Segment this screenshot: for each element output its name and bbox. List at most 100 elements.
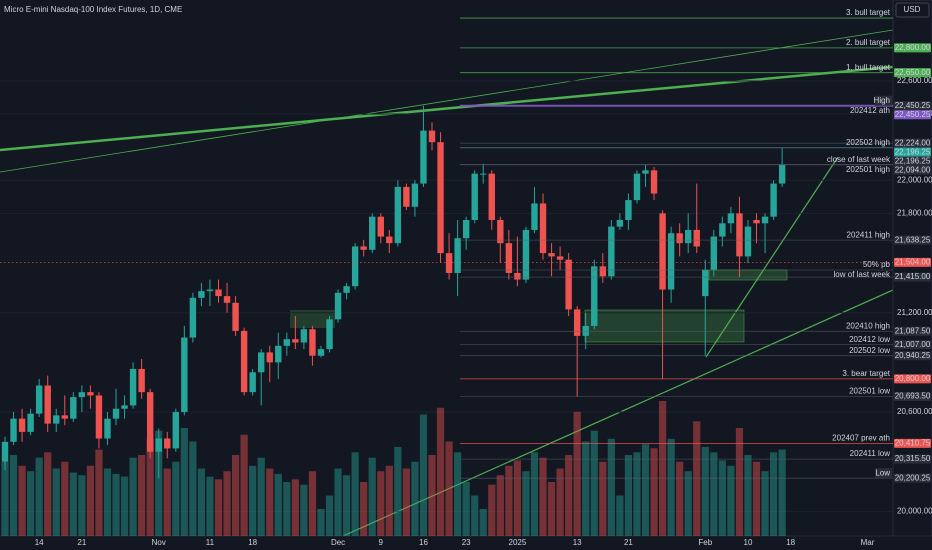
candle-body — [360, 246, 367, 250]
candle-body — [377, 216, 384, 237]
volume-bar — [44, 452, 52, 536]
level-name: 202412 low — [849, 335, 890, 344]
volume-bar — [684, 471, 692, 536]
volume-bar — [214, 479, 223, 536]
volume-bar — [761, 471, 769, 536]
volume-bar — [710, 452, 718, 536]
candle-body — [249, 372, 256, 393]
candle-body — [753, 219, 760, 224]
candle-body — [53, 415, 60, 424]
candle-body — [761, 216, 769, 224]
candle-body — [599, 266, 606, 277]
candle-body — [146, 392, 154, 452]
candle-body — [719, 223, 726, 237]
price-tag — [894, 110, 931, 120]
candle-body — [710, 236, 718, 270]
x-tick-label: Dec — [331, 538, 345, 547]
candle-body — [172, 412, 179, 449]
level-name: 3. bull target — [846, 8, 891, 17]
candle-body — [129, 368, 137, 406]
candle-body — [633, 173, 641, 201]
price-tag-label: 22,196.25 — [895, 147, 931, 156]
y-tick-label: 22,000.00 — [897, 175, 932, 184]
candle-body — [189, 297, 197, 338]
volume-bar — [436, 407, 445, 536]
candle-body — [667, 233, 675, 290]
volume-bar — [419, 414, 428, 536]
candle-body — [480, 173, 487, 175]
volume-bar — [479, 509, 487, 536]
candle-body — [181, 337, 188, 413]
volume-bar — [667, 438, 675, 536]
volume-bar — [172, 461, 180, 536]
volume-bar — [351, 452, 359, 536]
candle-body — [334, 292, 342, 320]
trend-line — [0, 29, 894, 173]
volume-bar — [658, 401, 667, 536]
volume-bar — [394, 446, 402, 536]
volume-bar — [231, 455, 240, 536]
currency-button[interactable] — [895, 2, 930, 18]
price-tag-label: 20,800.00 — [895, 374, 931, 383]
volume-bar — [522, 471, 530, 536]
volume-bar — [778, 449, 786, 536]
candle-body — [35, 385, 43, 414]
volume-bar — [693, 421, 701, 536]
volume-bar — [368, 457, 376, 536]
candle-body — [164, 438, 171, 449]
price-tag — [894, 454, 931, 464]
volume-bar — [454, 452, 462, 536]
volume-bar — [701, 446, 709, 536]
volume-bar — [1, 461, 9, 536]
candle-body — [770, 183, 777, 217]
volume-bar — [86, 465, 94, 536]
candle-body — [18, 418, 26, 432]
volume-bar — [300, 484, 308, 536]
level-name: low of last week — [834, 270, 891, 279]
volume-bar — [616, 495, 624, 536]
price-tag-label: 22,800.00 — [895, 43, 931, 52]
candle-body — [727, 213, 735, 224]
volume-bar — [744, 455, 752, 536]
volume-bar — [146, 438, 154, 536]
volume-bar — [138, 455, 146, 536]
price-tag-label: 21,007.00 — [895, 340, 931, 349]
level-name: 202411 high — [847, 230, 890, 239]
volume-bar — [565, 455, 573, 536]
zone — [290, 310, 335, 328]
x-tick-label: 11 — [206, 538, 215, 547]
candle-body — [437, 142, 444, 254]
volume-bar — [513, 460, 521, 536]
x-tick-label: 14 — [35, 538, 44, 547]
candle-body — [445, 253, 453, 273]
candle-body — [394, 186, 402, 244]
zone — [708, 269, 788, 281]
x-tick-label: Feb — [698, 538, 712, 547]
candle-body — [292, 339, 299, 343]
price-tag — [894, 257, 931, 267]
currency[interactable]: USD — [904, 5, 921, 14]
candle-body — [608, 226, 615, 277]
volume-bar — [249, 465, 257, 536]
volume-bar — [120, 476, 129, 536]
candle-body — [1, 441, 9, 462]
chart-title: Micro E-mini Nasdaq-100 Index Futures, 1… — [4, 5, 182, 14]
candle-body — [87, 392, 94, 396]
volume-bar — [360, 482, 368, 536]
volume-bar — [35, 457, 43, 536]
level-name: 3. bear target — [842, 369, 890, 378]
candle-body — [369, 216, 376, 250]
candle-body — [27, 413, 34, 432]
x-tick-label: 9 — [379, 538, 384, 547]
volume-bar — [735, 428, 744, 536]
volume-bar — [411, 461, 419, 536]
candle-body — [505, 243, 513, 273]
candle-body — [454, 238, 461, 273]
candle-body — [61, 415, 68, 419]
candle-body — [676, 233, 683, 244]
candle-body — [283, 339, 291, 346]
level-name: 202412 ath — [850, 106, 890, 115]
volume-bar — [103, 468, 112, 536]
price-tag-label: 20,940.25 — [895, 351, 931, 360]
